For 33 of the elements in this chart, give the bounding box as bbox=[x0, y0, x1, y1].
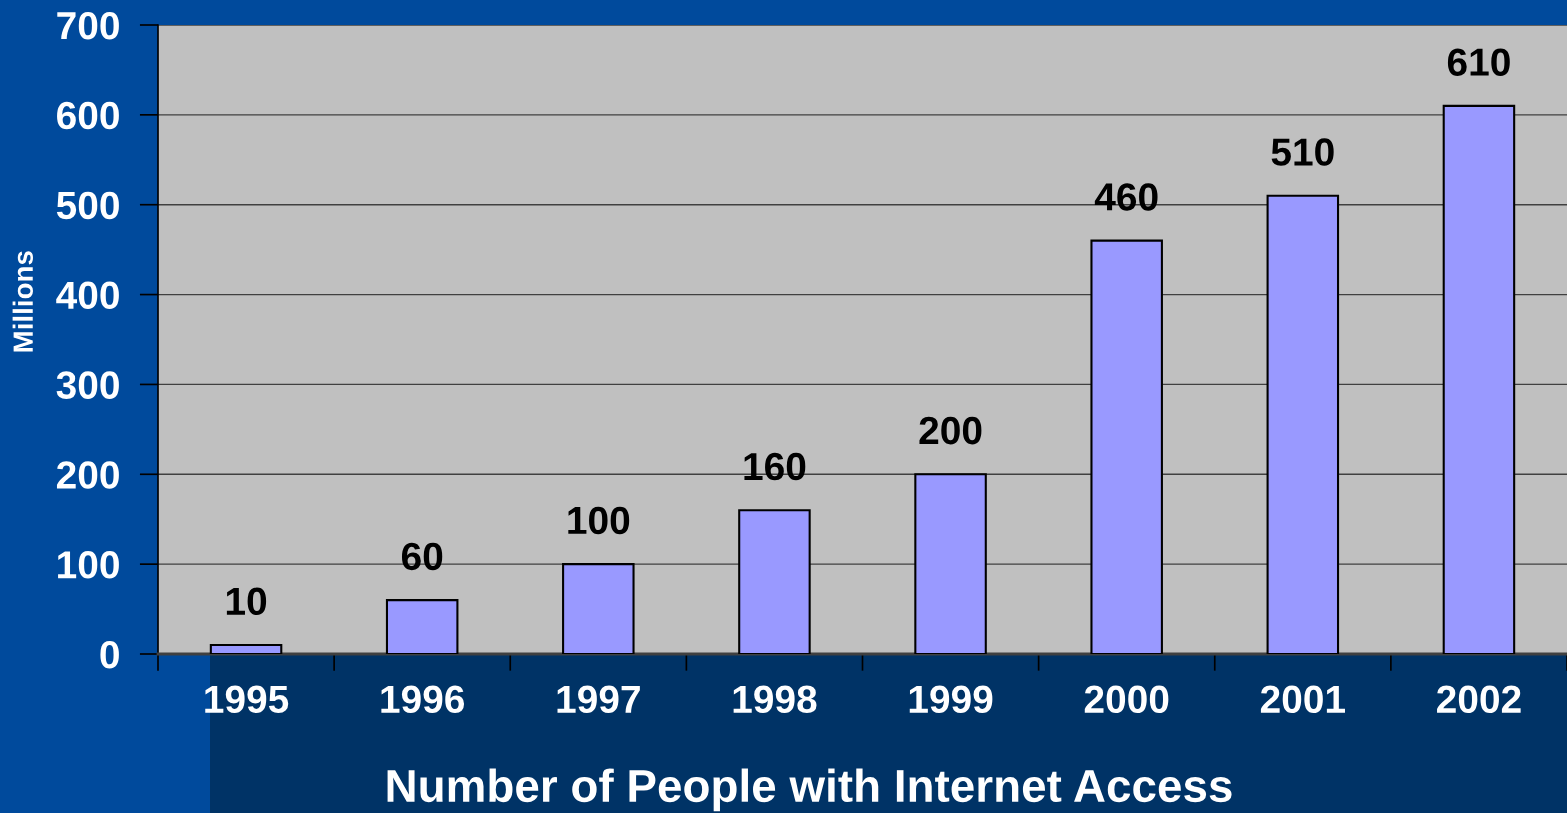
x-tick-label: 2002 bbox=[1437, 685, 1521, 714]
y-tick-label: 700 bbox=[57, 11, 119, 40]
bar bbox=[1090, 239, 1163, 654]
bar bbox=[1266, 194, 1340, 654]
y-tick-label: 0 bbox=[100, 640, 119, 669]
bar bbox=[914, 473, 987, 654]
y-tick-label: 300 bbox=[56, 371, 119, 399]
x-tick-label: 1999 bbox=[909, 685, 993, 714]
data-label: 200 bbox=[919, 416, 982, 445]
bar bbox=[738, 509, 811, 654]
y-tick-label: 200 bbox=[56, 461, 119, 489]
data-label: 160 bbox=[744, 452, 806, 481]
y-tick-label: 100 bbox=[58, 551, 119, 579]
bar bbox=[1442, 104, 1516, 654]
x-tick-label: 1997 bbox=[557, 685, 640, 714]
bar bbox=[209, 643, 283, 654]
y-tick-label: 500 bbox=[56, 191, 119, 220]
x-axis-title: Number of People with Internet Access bbox=[387, 768, 1232, 812]
y-axis-title: Millions bbox=[12, 251, 34, 352]
data-label: 10 bbox=[226, 587, 267, 616]
y-tick-label: 400 bbox=[56, 281, 119, 310]
bar bbox=[562, 563, 635, 654]
bar bbox=[385, 599, 459, 654]
x-tick-label: 2001 bbox=[1260, 685, 1345, 714]
y-tick-label: 600 bbox=[57, 101, 119, 130]
x-tick-label: 1998 bbox=[733, 685, 817, 714]
data-label: 610 bbox=[1447, 48, 1510, 76]
data-label: 100 bbox=[568, 506, 630, 535]
x-tick-label: 1996 bbox=[381, 685, 465, 714]
x-tick-label: 2000 bbox=[1084, 685, 1169, 714]
data-label: 510 bbox=[1271, 138, 1334, 166]
x-tick-label: 1995 bbox=[205, 685, 289, 714]
data-label: 60 bbox=[401, 542, 443, 571]
